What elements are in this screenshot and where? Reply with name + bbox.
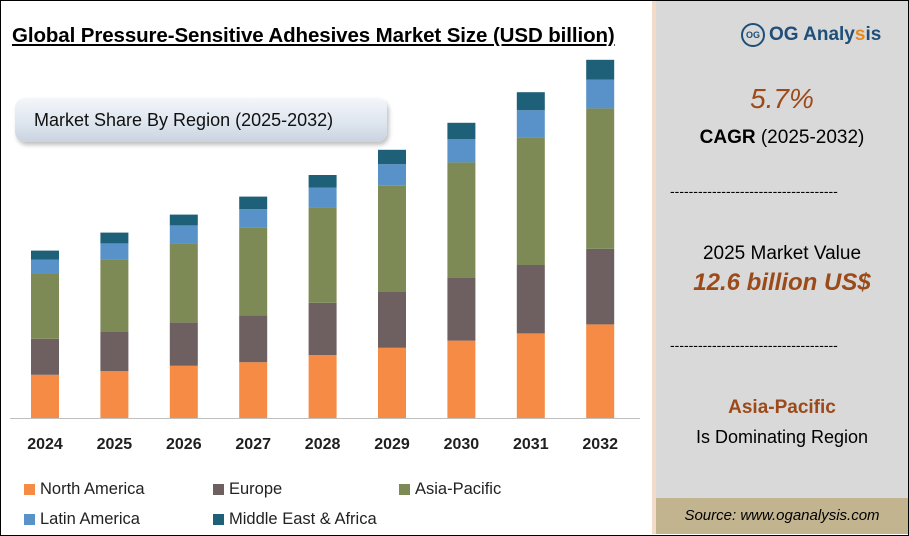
bar-2027-north-america — [239, 362, 268, 418]
bar-2028-north-america — [308, 355, 337, 418]
logo-text: OG Analysis — [769, 24, 881, 46]
chart-title: Global Pressure-Sensitive Adhesives Mark… — [12, 24, 615, 47]
bar-2032-middle-east-africa — [586, 59, 615, 80]
legend-swatch — [24, 484, 35, 495]
bar-2032-asia-pacific — [586, 108, 615, 249]
bar-2025-latin-america — [100, 243, 129, 260]
bar-2024-europe — [31, 338, 59, 375]
bar-2028-middle-east-africa — [308, 175, 337, 188]
cagr-value: 5.7% — [750, 83, 814, 114]
bar-2027-europe — [239, 315, 268, 363]
x-tick-label: 2028 — [305, 436, 341, 453]
bar-2026-latin-america — [169, 225, 198, 244]
bar-2030-latin-america — [447, 139, 476, 163]
legend-swatch — [399, 484, 410, 495]
bar-2031-north-america — [516, 333, 545, 418]
bar-2027-latin-america — [239, 209, 268, 228]
bar-2031-latin-america — [516, 110, 545, 138]
dominating-text: Is Dominating Region — [695, 427, 869, 447]
summary-panel: OG OG Analysis 5.7% CAGR (2025-2032) ---… — [652, 1, 908, 534]
bar-2026-middle-east-africa — [169, 214, 198, 226]
bar-2030-europe — [447, 277, 476, 341]
og-analysis-logo: OG OG Analysis — [741, 23, 901, 51]
x-tick-label: 2031 — [513, 436, 549, 453]
bar-2029-north-america — [378, 347, 406, 418]
x-tick-label: 2025 — [97, 436, 133, 453]
bar-2027-middle-east-africa — [239, 196, 268, 210]
legend-label: Asia-Pacific — [415, 480, 502, 498]
source-bar: Source: www.oganalysis.com — [656, 498, 908, 534]
bar-2024-north-america — [31, 374, 59, 418]
logo-mark-icon: OG — [741, 23, 765, 47]
dominating-region: Asia-Pacific — [728, 397, 836, 418]
x-tick-label: 2026 — [166, 436, 202, 453]
x-tick-label: 2030 — [444, 436, 480, 453]
bar-2029-asia-pacific — [378, 185, 406, 292]
bar-2024-latin-america — [31, 259, 59, 274]
bar-2029-europe — [378, 292, 406, 348]
legend-swatch — [24, 514, 35, 525]
chart-subtitle: Market Share By Region (2025-2032) — [34, 110, 334, 130]
bar-2029-latin-america — [378, 164, 406, 186]
bar-2025-europe — [100, 331, 129, 372]
legend-label: Europe — [229, 480, 283, 498]
logo-main: OG Analy — [769, 24, 855, 45]
bar-2025-north-america — [100, 371, 129, 418]
cagr-label-bold: CAGR — [699, 127, 756, 148]
bar-2031-middle-east-africa — [516, 92, 545, 111]
bar-2026-europe — [169, 322, 198, 366]
x-tick-label: 2027 — [235, 436, 271, 453]
legend-label: Latin America — [40, 510, 140, 528]
bar-2028-asia-pacific — [308, 207, 337, 303]
divider-bottom: ------------------------------------ — [670, 337, 838, 353]
bar-2032-europe — [586, 248, 615, 325]
bar-2031-asia-pacific — [516, 137, 545, 265]
legend-label: Middle East & Africa — [229, 510, 377, 528]
x-tick-label: 2032 — [582, 436, 618, 453]
market-value-label: 2025 Market Value — [702, 243, 862, 264]
bar-2028-latin-america — [308, 187, 337, 208]
bar-2026-asia-pacific — [169, 243, 198, 323]
cagr-label: CAGR (2025-2032) — [656, 127, 908, 149]
bar-2025-asia-pacific — [100, 259, 129, 332]
x-tick-label: 2029 — [374, 436, 410, 453]
cagr-label-period: (2025-2032) — [755, 127, 865, 148]
logo-accent: s — [854, 24, 866, 45]
bar-2029-middle-east-africa — [378, 149, 406, 165]
bar-2031-europe — [516, 265, 545, 334]
source-text: Source: www.oganalysis.com — [684, 507, 880, 524]
bar-2028-europe — [308, 302, 337, 355]
bar-chart: 2024 2025 2026 2027 2028 2029 2030 2031 2032 — [10, 59, 640, 453]
bar-2027-asia-pacific — [239, 227, 268, 316]
legend-label: North America — [40, 480, 145, 498]
logo-end: is — [865, 24, 882, 45]
bar-2024-asia-pacific — [31, 274, 59, 339]
bar-2032-north-america — [586, 324, 615, 418]
bar-2030-middle-east-africa — [447, 122, 476, 139]
bar-2025-middle-east-africa — [100, 232, 129, 244]
subtitle-pill: Market Share By Region (2025-2032) — [15, 98, 387, 142]
divider-top: ------------------------------------ — [670, 183, 838, 199]
bar-2024-middle-east-africa — [31, 250, 59, 260]
bar-2030-north-america — [447, 340, 476, 418]
bar-2032-latin-america — [586, 79, 615, 109]
market-value: 12.6 billion US$ — [693, 269, 871, 296]
x-tick-label: 2024 — [27, 436, 63, 453]
bar-2030-asia-pacific — [447, 162, 476, 278]
legend-swatch — [213, 484, 224, 495]
legend-swatch — [213, 514, 224, 525]
bar-2026-north-america — [169, 365, 198, 418]
